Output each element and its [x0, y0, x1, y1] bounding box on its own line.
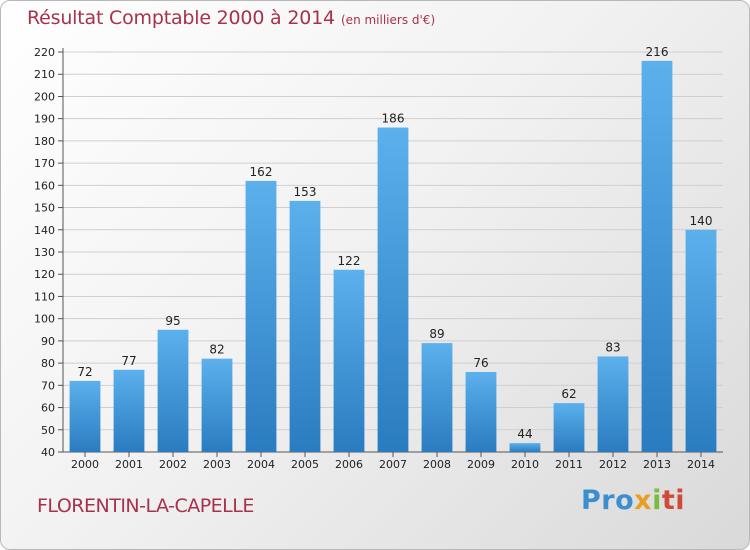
y-tick-label: 60: [41, 402, 55, 415]
x-tick-label: 2000: [71, 458, 99, 471]
value-label: 62: [561, 387, 576, 401]
y-tick-label: 170: [34, 157, 55, 170]
x-tick-label: 2012: [599, 458, 627, 471]
logo-part-4: ti: [661, 485, 686, 516]
x-tick-label: 2002: [159, 458, 187, 471]
bar-2000: [69, 380, 101, 452]
chart-subtitle: (en milliers d'€): [341, 13, 436, 27]
y-tick-label: 160: [34, 179, 55, 192]
x-tick-label: 2014: [687, 458, 715, 471]
bar-2010: [509, 443, 541, 452]
value-label: 44: [517, 427, 532, 441]
y-tick-label: 90: [41, 335, 55, 348]
x-tick-label: 2009: [467, 458, 495, 471]
x-tick-label: 2006: [335, 458, 363, 471]
y-tick-label: 100: [34, 313, 55, 326]
y-tick-label: 150: [34, 202, 55, 215]
value-label: 95: [165, 314, 180, 328]
bar-2003: [201, 358, 233, 452]
y-tick-label: 200: [34, 90, 55, 103]
bar-2007: [377, 127, 409, 453]
logo-part-3: i: [652, 485, 662, 516]
value-label: 76: [473, 356, 488, 370]
value-label: 153: [294, 185, 317, 199]
value-label: 216: [646, 45, 669, 59]
bar-2004: [245, 180, 277, 452]
proxiti-logo[interactable]: Proxiti: [581, 485, 685, 516]
value-label: 82: [209, 343, 224, 357]
x-tick-label: 2013: [643, 458, 671, 471]
y-tick-label: 130: [34, 246, 55, 259]
value-label: 186: [382, 112, 405, 126]
bar-2009: [465, 372, 497, 452]
y-tick-label: 120: [34, 268, 55, 281]
bar-2005: [289, 200, 321, 452]
y-tick-label: 180: [34, 135, 55, 148]
value-label: 77: [121, 354, 136, 368]
logo-part-2: x: [634, 485, 653, 516]
bar-2012: [597, 356, 629, 452]
y-tick-label: 50: [41, 424, 55, 437]
value-label: 140: [690, 214, 713, 228]
x-tick-label: 2007: [379, 458, 407, 471]
value-label: 83: [605, 340, 620, 354]
bar-2008: [421, 343, 453, 452]
value-labels: 72 77 95 82 162 153 122 186 89 76 44 62 83 216 140: [77, 45, 712, 441]
value-label: 122: [338, 254, 361, 268]
y-tick-label: 80: [41, 357, 55, 370]
bar-2013: [641, 60, 673, 453]
x-tick-label: 2005: [291, 458, 319, 471]
x-tick-label: 2008: [423, 458, 451, 471]
value-label: 162: [250, 165, 273, 179]
x-tick-label: 2011: [555, 458, 583, 471]
y-tick-label: 190: [34, 113, 55, 126]
x-tick-label: 2010: [511, 458, 539, 471]
chart-title: Résultat Comptable 2000 à 2014: [27, 7, 335, 29]
logo-part-1: Pro: [581, 485, 635, 516]
bars: [69, 60, 717, 453]
x-tick-label: 2003: [203, 458, 231, 471]
bar-2002: [157, 329, 189, 452]
bar-2011: [553, 403, 585, 452]
bar-2001: [113, 369, 145, 452]
value-label: 72: [77, 365, 92, 379]
y-tick-label: 70: [41, 379, 55, 392]
value-label: 89: [429, 327, 444, 341]
x-tick-label: 2001: [115, 458, 143, 471]
bar-2014: [685, 229, 717, 452]
commune-name: FLORENTIN-LA-CAPELLE: [37, 495, 254, 517]
y-tick-label: 220: [34, 46, 55, 59]
y-tick-label: 40: [41, 446, 55, 459]
y-tick-label: 210: [34, 68, 55, 81]
y-tick-label: 140: [34, 224, 55, 237]
y-tick-label: 110: [34, 290, 55, 303]
bar-2006: [333, 269, 365, 452]
x-tick-label: 2004: [247, 458, 275, 471]
